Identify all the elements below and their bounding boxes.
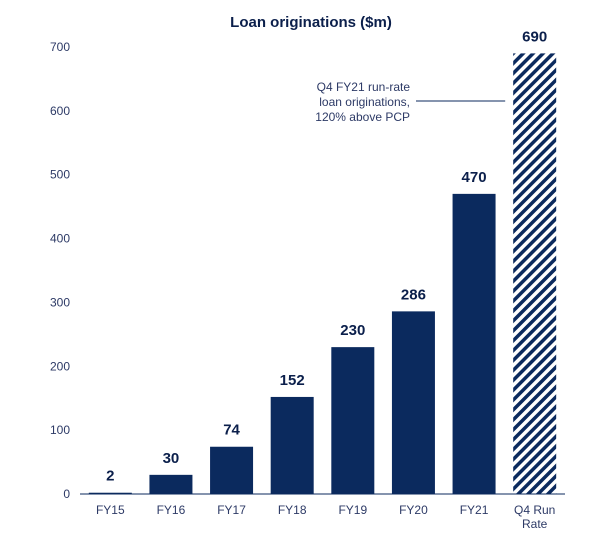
bar — [452, 193, 496, 494]
y-axis-ticks: 0 100 200 300 400 500 600 700 — [50, 40, 70, 501]
chart-title: Loan originations ($m) — [230, 14, 392, 31]
y-tick-label: 600 — [50, 104, 70, 118]
y-tick-label: 700 — [50, 40, 70, 54]
y-tick-label: 200 — [50, 359, 70, 373]
bar — [513, 53, 557, 495]
annotation-text-line: loan originations, — [319, 95, 410, 109]
data-label: 470 — [462, 169, 487, 186]
data-label: 74 — [223, 422, 240, 439]
annotation-text-line: Q4 FY21 run-rate — [317, 80, 411, 94]
x-tick-label: FY15 — [96, 503, 125, 517]
data-label: 230 — [340, 322, 365, 339]
bar — [210, 446, 254, 494]
x-tick-label-line: FY19 — [338, 503, 367, 517]
x-tick-label: FY17 — [217, 503, 246, 517]
x-tick-label-line: Rate — [522, 517, 548, 531]
bar — [331, 347, 375, 494]
x-tick-label-line: FY17 — [217, 503, 246, 517]
y-tick-label: 0 — [63, 487, 70, 501]
x-tick-label-line: FY20 — [399, 503, 428, 517]
x-tick-label-line: Q4 Run — [514, 503, 555, 517]
bar — [149, 474, 193, 494]
data-label: 2 — [106, 468, 114, 485]
x-tick-label: FY16 — [157, 503, 186, 517]
x-tick-label: FY18 — [278, 503, 307, 517]
data-label: 286 — [401, 286, 426, 303]
x-tick-label: FY21 — [460, 503, 489, 517]
x-tick-label-line: FY16 — [157, 503, 186, 517]
y-tick-label: 400 — [50, 232, 70, 246]
annotation-text-line: 120% above PCP — [315, 110, 410, 124]
x-axis-ticks: FY15 FY16 FY17 FY18 FY19 FY20 FY21 Q4 Run Rate — [96, 503, 555, 531]
bar — [270, 396, 314, 494]
y-tick-label: 500 — [50, 168, 70, 182]
data-label: 152 — [280, 372, 305, 389]
y-tick-label: 100 — [50, 423, 70, 437]
data-label: 30 — [163, 450, 180, 467]
y-tick-label: 300 — [50, 295, 70, 309]
x-tick-label-line: FY18 — [278, 503, 307, 517]
data-label: 690 — [522, 28, 547, 45]
x-tick-label: FY20 — [399, 503, 428, 517]
x-tick-label-line: FY15 — [96, 503, 125, 517]
bar — [391, 311, 435, 494]
bar — [88, 492, 132, 494]
x-tick-label-line: FY21 — [460, 503, 489, 517]
x-tick-label: FY19 — [338, 503, 367, 517]
x-tick-label: Q4 Run Rate — [514, 503, 555, 531]
